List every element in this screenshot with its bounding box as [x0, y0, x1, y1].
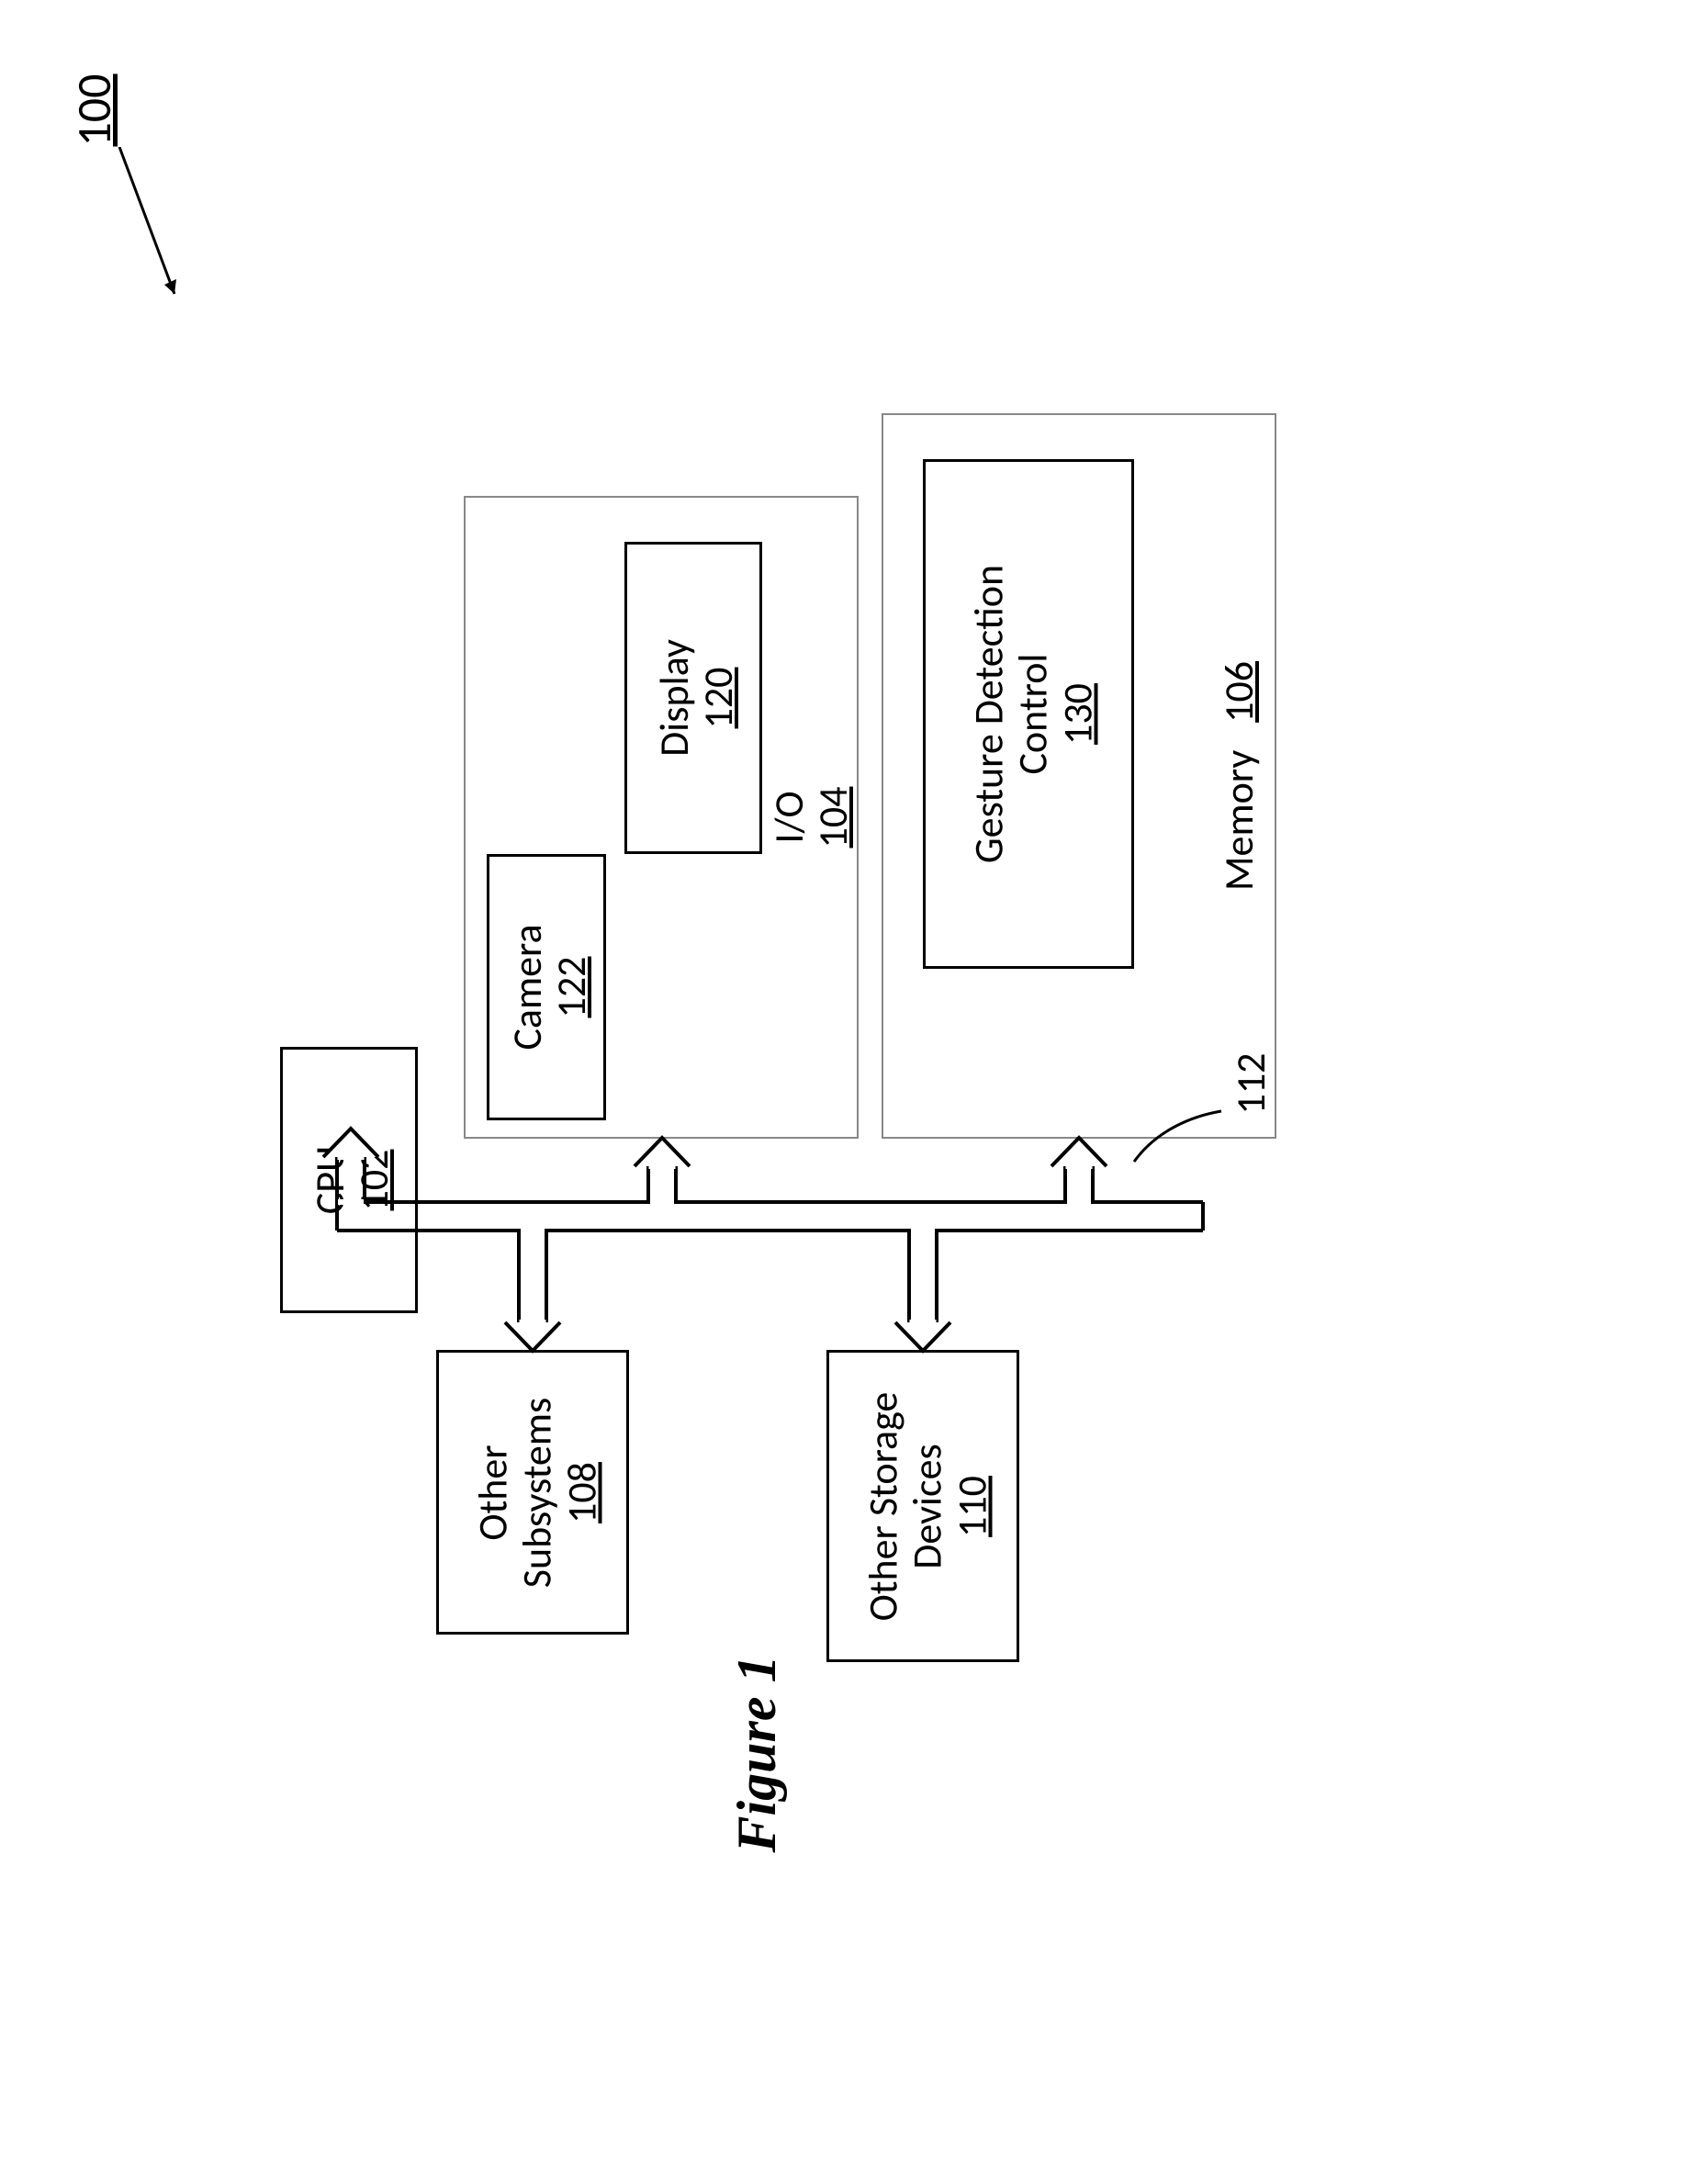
page: 100 CPU 102 I/O 104 Display 120 Camera 1… [0, 0, 1708, 2158]
figure-caption: Figure 1 [725, 1616, 799, 1892]
bus-ref-label: 112 [1226, 1028, 1272, 1139]
bus-ref-text: 112 [1226, 1053, 1275, 1115]
figure-caption-text: Figure 1 [726, 1655, 787, 1852]
bus-svg [0, 0, 1708, 2158]
